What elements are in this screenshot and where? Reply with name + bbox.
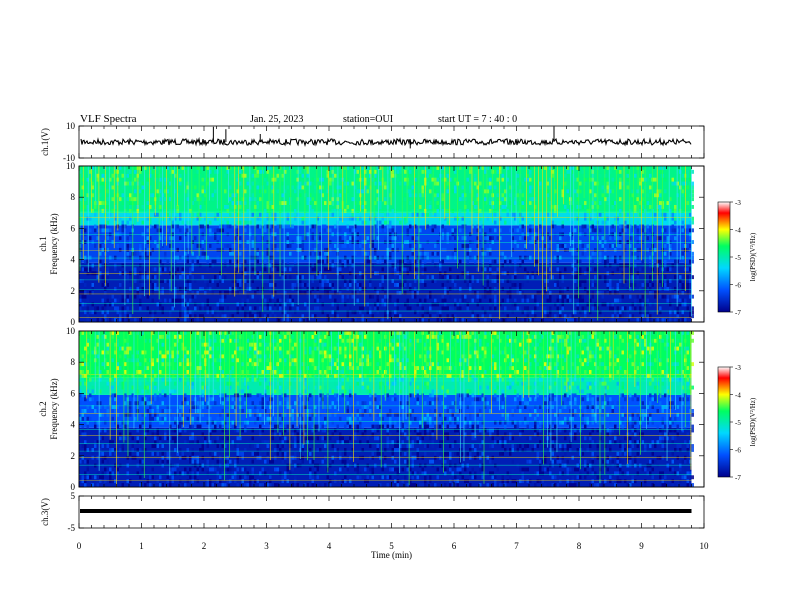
ch2-spectrogram-ytick-tick-4: 2 bbox=[71, 451, 76, 461]
ch1-spectrogram-cb-tick-0: -3 bbox=[735, 199, 741, 207]
ch2-spectrogram-colorbar: -3 -4 -5 -6 -7 log(PSD)(V²/Hz) bbox=[717, 364, 757, 482]
ch2-spectrogram-ytick-tick-0: 10 bbox=[66, 326, 76, 336]
x-axis-label: Time (min) bbox=[371, 550, 412, 560]
station-label: station=OUI bbox=[343, 114, 394, 125]
ch1-trace bbox=[80, 136, 692, 147]
x-tick-4: 4 bbox=[327, 541, 332, 551]
ch2-spectrogram-ytick-tick-5: 0 bbox=[71, 482, 76, 492]
ch2-spectrogram-panel: 10 8 6 4 2 0 ch.2 Frequency (kHz) bbox=[38, 326, 705, 492]
x-tick-10: 10 bbox=[700, 541, 710, 551]
ch3-ytick-tick-1: -5 bbox=[68, 523, 76, 533]
ch2-spectrogram-heatmap bbox=[79, 331, 694, 487]
ch2-spectrogram-ytick-tick-2: 6 bbox=[71, 388, 76, 398]
ch1-spectrogram-ylabel-channel: ch.1 bbox=[38, 236, 48, 251]
ch1-spectrogram-ytick-tick-5: 0 bbox=[71, 317, 76, 327]
ch2-spectrogram-ytick-tick-3: 4 bbox=[71, 420, 76, 430]
x-tick-6: 6 bbox=[452, 541, 457, 551]
ch1-spectrogram-ytick-tick-0: 10 bbox=[66, 161, 76, 171]
ch1-spectrogram-ylabel-freq: Frequency (kHz) bbox=[49, 213, 59, 274]
ch1-spectrogram-colorbar: -3 -4 -5 -6 -7 log(PSD)(V²/Hz) bbox=[717, 199, 757, 317]
x-tick-9: 9 bbox=[639, 541, 644, 551]
chart-title: VLF Spectra bbox=[80, 113, 137, 125]
ch1-spectrogram-cb-tick-3: -6 bbox=[735, 282, 741, 290]
ch2-spectrogram-cb-tick-4: -7 bbox=[735, 474, 741, 482]
ch1-spectrogram-cb-tick-2: -5 bbox=[735, 254, 741, 262]
ch1-spectrogram-ytick-tick-1: 8 bbox=[71, 192, 76, 202]
x-tick-8: 8 bbox=[577, 541, 582, 551]
ch3-ytick-tick-0: 5 bbox=[71, 491, 76, 501]
ch1-spectrogram-sferics bbox=[79, 166, 692, 321]
ch1-spectrogram-panel: 10 8 6 4 2 0 ch.1 Frequency (kHz) bbox=[38, 161, 705, 327]
ch2-spectrogram-cb-tick-0: -3 bbox=[735, 364, 741, 372]
ch1-spectrogram-ytick-tick-2: 6 bbox=[71, 223, 76, 233]
ch2-spectrogram-ylabel-freq: Frequency (kHz) bbox=[49, 378, 59, 439]
ch2-spectrogram-ytick-tick-1: 8 bbox=[71, 357, 76, 367]
ch1-spectrogram-cb-label: log(PSD)(V²/Hz) bbox=[749, 232, 757, 281]
ch1-waveform-panel: 10 -10 ch.1(V) bbox=[40, 121, 705, 163]
ch2-spectrogram-cb-label: log(PSD)(V²/Hz) bbox=[749, 397, 757, 446]
x-tick-7: 7 bbox=[514, 541, 519, 551]
ch1-spectrogram-ytick-tick-4: 2 bbox=[71, 286, 76, 296]
ch1-spectrogram-heatmap bbox=[79, 166, 694, 322]
ch2-spectrogram-cb-tick-1: -4 bbox=[735, 392, 741, 400]
date-label: Jan. 25, 2023 bbox=[250, 114, 304, 125]
ch1-ytick-tick-0: 10 bbox=[66, 121, 76, 131]
x-tick-1: 1 bbox=[139, 541, 144, 551]
ch1-waveform-ylabel: ch.1(V) bbox=[40, 128, 50, 156]
ch1-ytick-tick-1: -10 bbox=[63, 153, 75, 163]
start-time-label: start UT = 7 : 40 : 0 bbox=[438, 114, 518, 125]
x-tick-0: 0 bbox=[77, 541, 82, 551]
ch1-spectrogram-cb-tick-1: -4 bbox=[735, 227, 741, 235]
ch2-spectrogram-cb-tick-2: -5 bbox=[735, 419, 741, 427]
ch3-waveform-ylabel: ch.3(V) bbox=[40, 498, 50, 526]
ch1-spectrogram-cb-tick-4: -7 bbox=[735, 309, 741, 317]
x-tick-5: 5 bbox=[389, 541, 394, 551]
x-tick-3: 3 bbox=[264, 541, 269, 551]
ch2-spectrogram-ylabel-channel: ch.2 bbox=[38, 401, 48, 416]
ch2-spectrogram-sferics bbox=[79, 331, 692, 487]
x-tick-2: 2 bbox=[202, 541, 207, 551]
ch2-spectrogram-cb-tick-3: -6 bbox=[735, 447, 741, 455]
ch1-spectrogram-ytick-tick-3: 4 bbox=[71, 255, 76, 265]
ch3-waveform-panel: 5 -5 ch.3(V) bbox=[40, 491, 705, 533]
